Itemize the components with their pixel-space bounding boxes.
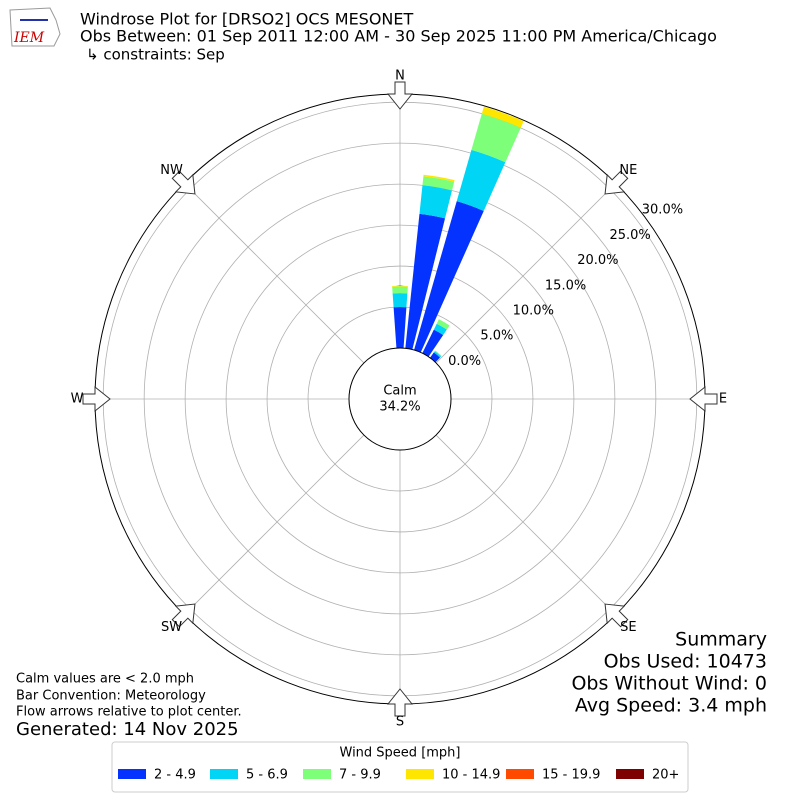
legend-swatch bbox=[303, 769, 331, 779]
grid-spoke bbox=[435, 434, 616, 615]
wind-bar bbox=[434, 350, 442, 357]
logo: IEM bbox=[9, 7, 61, 47]
direction-label: N bbox=[395, 69, 405, 84]
logo-outline bbox=[9, 7, 61, 47]
legend-label: 2 - 4.9 bbox=[154, 768, 196, 783]
direction-label: NW bbox=[160, 163, 183, 178]
direction-label: SW bbox=[161, 620, 182, 635]
legend-label: 15 - 19.9 bbox=[542, 768, 600, 783]
legend-label: 10 - 14.9 bbox=[442, 768, 500, 783]
wind-bar bbox=[392, 286, 408, 294]
wind-bar bbox=[456, 149, 506, 211]
legend-label: 7 - 9.9 bbox=[339, 768, 381, 783]
direction-label: E bbox=[719, 392, 727, 407]
r-tick-label: 0.0% bbox=[448, 354, 481, 369]
grid-spoke bbox=[435, 183, 616, 364]
wind-bar bbox=[422, 176, 455, 191]
wind-bar bbox=[422, 329, 444, 357]
flow-arrow bbox=[604, 603, 629, 628]
flow-arrow bbox=[171, 603, 196, 628]
legend-label: 20+ bbox=[652, 768, 679, 783]
wind-bar bbox=[433, 323, 447, 335]
note: Bar Convention: Meteorology bbox=[16, 689, 206, 704]
summary-line: Obs Used: 10473 bbox=[604, 651, 767, 673]
legend-swatch bbox=[210, 769, 238, 779]
calm-value: 34.2% bbox=[379, 400, 420, 415]
r-tick-label: 10.0% bbox=[513, 304, 554, 319]
wind-bar bbox=[436, 319, 450, 330]
wind-bar bbox=[393, 307, 407, 349]
flow-arrow bbox=[386, 81, 414, 110]
wind-bar bbox=[405, 213, 446, 350]
legend-title: Wind Speed [mph] bbox=[340, 746, 461, 761]
r-tick-label: 30.0% bbox=[642, 203, 683, 218]
direction-label: SE bbox=[620, 620, 636, 635]
legend-swatch bbox=[118, 769, 146, 779]
wind-bar bbox=[433, 351, 442, 358]
wind-bar bbox=[414, 201, 484, 353]
wind-bar bbox=[429, 352, 440, 363]
wind-bar bbox=[392, 293, 408, 308]
note: Flow arrows relative to plot center. bbox=[16, 705, 242, 720]
title: Windrose Plot for [DRSO2] OCS MESONET bbox=[80, 10, 414, 29]
direction-label: S bbox=[396, 715, 404, 730]
wind-bar bbox=[419, 185, 452, 219]
summary-title: Summary bbox=[675, 629, 767, 651]
subtitle: Obs Between: 01 Sep 2011 12:00 AM - 30 S… bbox=[80, 27, 717, 46]
grid-spoke bbox=[184, 183, 365, 364]
flow-arrow bbox=[171, 170, 196, 195]
direction-label: W bbox=[71, 392, 84, 407]
summary-line: Obs Without Wind: 0 bbox=[571, 673, 767, 695]
flow-arrow bbox=[689, 385, 718, 413]
r-tick-label: 5.0% bbox=[480, 329, 513, 344]
legend-label: 5 - 6.9 bbox=[246, 768, 288, 783]
note: Calm values are < 2.0 mph bbox=[16, 672, 194, 687]
flow-arrow bbox=[604, 170, 629, 195]
calm-circle bbox=[348, 347, 452, 451]
flow-arrow bbox=[82, 385, 111, 413]
r-tick-label: 20.0% bbox=[577, 253, 618, 268]
direction-label: NE bbox=[619, 163, 637, 178]
wind-bar bbox=[481, 106, 524, 128]
legend-swatch bbox=[616, 769, 644, 779]
legend-box bbox=[111, 741, 689, 793]
wind-bar bbox=[392, 285, 408, 287]
legend-swatch bbox=[406, 769, 434, 779]
logo-text: IEM bbox=[13, 30, 45, 46]
summary-line: Avg Speed: 3.4 mph bbox=[575, 695, 767, 717]
r-tick-label: 15.0% bbox=[545, 278, 586, 293]
calm-label: Calm bbox=[383, 384, 416, 399]
grid-spoke bbox=[184, 434, 365, 615]
r-tick-label: 25.0% bbox=[609, 228, 650, 243]
wind-bar bbox=[471, 113, 521, 163]
wind-bar bbox=[423, 174, 455, 182]
generated: Generated: 14 Nov 2025 bbox=[16, 719, 239, 740]
legend-swatch bbox=[506, 769, 534, 779]
flow-arrow bbox=[386, 688, 414, 717]
constraints: ↳ constraints: Sep bbox=[86, 46, 225, 64]
